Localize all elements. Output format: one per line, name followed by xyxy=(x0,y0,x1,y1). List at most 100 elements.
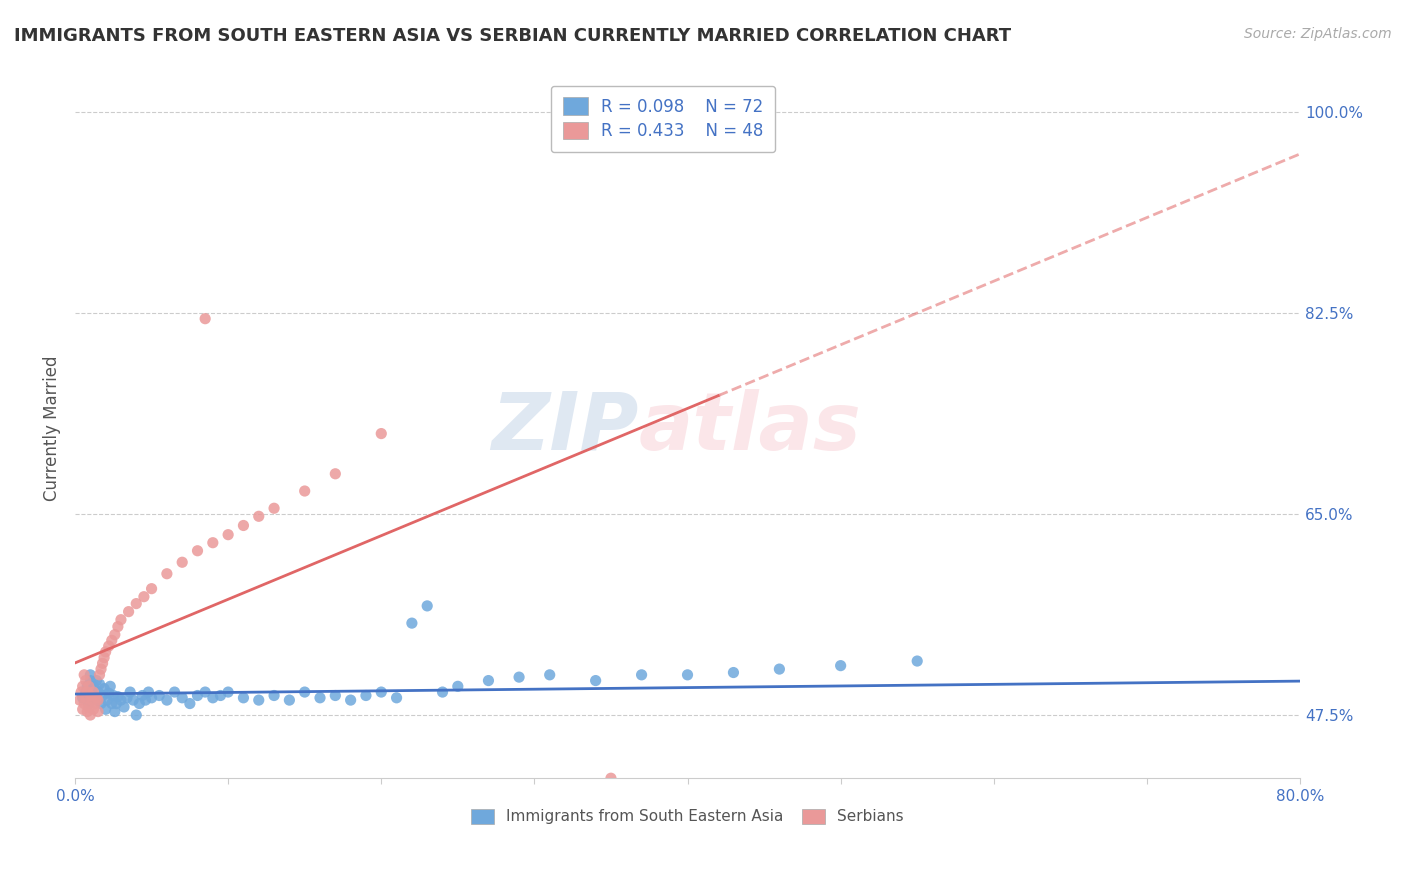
Point xyxy=(141,690,163,705)
Point xyxy=(538,668,561,682)
Point xyxy=(138,685,160,699)
Point xyxy=(79,708,101,723)
Point xyxy=(75,685,97,699)
Point xyxy=(905,654,928,668)
Point xyxy=(87,693,110,707)
Point xyxy=(70,685,93,699)
Point xyxy=(600,771,623,785)
Point xyxy=(76,685,98,699)
Point xyxy=(723,665,745,680)
Legend: Immigrants from South Eastern Asia, Serbians: Immigrants from South Eastern Asia, Serb… xyxy=(463,799,912,834)
Point xyxy=(263,689,285,703)
Point xyxy=(323,689,346,703)
Point xyxy=(75,690,97,705)
Point xyxy=(89,668,111,682)
Point xyxy=(100,633,122,648)
Point xyxy=(156,566,179,581)
Point xyxy=(201,690,224,705)
Point xyxy=(112,700,135,714)
Point xyxy=(768,662,790,676)
Point xyxy=(89,677,111,691)
Point xyxy=(90,662,112,676)
Point xyxy=(84,697,107,711)
Point xyxy=(77,700,100,714)
Point xyxy=(163,685,186,699)
Text: IMMIGRANTS FROM SOUTH EASTERN ASIA VS SERBIAN CURRENTLY MARRIED CORRELATION CHAR: IMMIGRANTS FROM SOUTH EASTERN ASIA VS SE… xyxy=(14,27,1011,45)
Point xyxy=(91,657,114,671)
Point xyxy=(84,690,107,705)
Point xyxy=(110,613,132,627)
Point xyxy=(80,685,103,699)
Point xyxy=(447,679,470,693)
Point xyxy=(94,645,117,659)
Point xyxy=(156,693,179,707)
Point xyxy=(76,705,98,719)
Point xyxy=(508,670,530,684)
Point xyxy=(278,693,301,707)
Point xyxy=(477,673,499,688)
Point xyxy=(676,668,699,682)
Point xyxy=(830,658,852,673)
Point xyxy=(128,697,150,711)
Point xyxy=(416,599,439,613)
Point xyxy=(82,685,104,699)
Point xyxy=(172,690,194,705)
Point xyxy=(94,702,117,716)
Point xyxy=(194,311,217,326)
Point xyxy=(630,668,652,682)
Point xyxy=(104,705,127,719)
Point xyxy=(93,681,115,696)
Point xyxy=(79,689,101,703)
Point xyxy=(100,697,122,711)
Point xyxy=(87,685,110,699)
Text: Source: ZipAtlas.com: Source: ZipAtlas.com xyxy=(1244,27,1392,41)
Point xyxy=(172,555,194,569)
Point xyxy=(217,527,239,541)
Point xyxy=(132,590,155,604)
Point xyxy=(87,693,110,707)
Point xyxy=(82,702,104,716)
Point xyxy=(107,690,129,704)
Point xyxy=(97,686,120,700)
Point xyxy=(585,673,607,688)
Point xyxy=(125,708,148,723)
Point xyxy=(309,690,332,705)
Point xyxy=(247,693,270,707)
Point xyxy=(115,690,138,705)
Point xyxy=(370,426,392,441)
Point xyxy=(186,543,208,558)
Point xyxy=(217,685,239,699)
Point xyxy=(232,690,254,705)
Point xyxy=(323,467,346,481)
Point xyxy=(79,673,101,688)
Point xyxy=(104,627,127,641)
Point xyxy=(134,693,156,707)
Point xyxy=(125,597,148,611)
Point xyxy=(72,690,94,705)
Point xyxy=(93,650,115,665)
Point xyxy=(90,697,112,711)
Point xyxy=(209,689,232,703)
Point xyxy=(186,689,208,703)
Point xyxy=(91,689,114,703)
Point xyxy=(86,690,108,705)
Point xyxy=(201,535,224,549)
Point xyxy=(77,679,100,693)
Point xyxy=(73,697,96,711)
Y-axis label: Currently Married: Currently Married xyxy=(44,355,60,500)
Point xyxy=(263,501,285,516)
Point xyxy=(247,509,270,524)
Point xyxy=(401,616,423,631)
Point xyxy=(105,697,128,711)
Point xyxy=(354,689,377,703)
Point xyxy=(148,689,170,703)
Point xyxy=(72,679,94,693)
Point xyxy=(103,689,125,703)
Point xyxy=(294,483,316,498)
Point xyxy=(107,619,129,633)
Point xyxy=(110,693,132,707)
Point xyxy=(122,693,145,707)
Text: ZIP: ZIP xyxy=(491,389,638,467)
Point xyxy=(179,697,201,711)
Point xyxy=(117,605,139,619)
